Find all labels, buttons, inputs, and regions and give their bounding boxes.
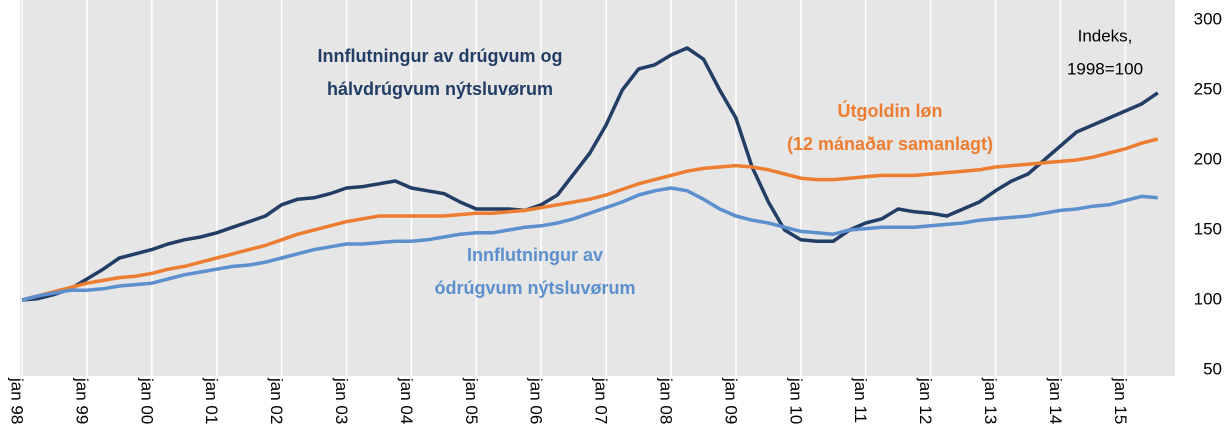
annotation: Innflutningur av	[467, 245, 603, 265]
x-tick-label: jan 05	[462, 377, 481, 424]
x-tick-label: jan 15	[1111, 377, 1130, 424]
x-tick-label: jan 02	[267, 377, 286, 424]
y-tick-label: 150	[1194, 219, 1222, 238]
x-tick-label: jan 00	[137, 377, 156, 424]
annotation: ódrúgvum nýtsluvørum	[434, 278, 635, 298]
x-tick-label: jan 07	[592, 377, 611, 424]
y-tick-label: 200	[1194, 149, 1222, 168]
x-tick-label: jan 13	[981, 377, 1000, 424]
x-tick-label: jan 98	[8, 377, 27, 424]
plot-area	[20, 0, 1175, 376]
x-tick-label: jan 10	[786, 377, 805, 424]
x-tick-label: jan 14	[1046, 377, 1065, 424]
x-tick-label: jan 08	[657, 377, 676, 424]
series-line	[21, 137, 1159, 302]
series-line	[21, 46, 1159, 302]
x-tick-label: jan 01	[202, 377, 221, 424]
annotation: Innflutningur av drúgvum og	[318, 46, 563, 66]
annotation: hálvdrúgvum nýtsluvørum	[327, 79, 553, 99]
x-tick-label: jan 99	[72, 377, 91, 424]
annotation: 1998=100	[1067, 59, 1143, 78]
x-tick-label: jan 04	[397, 377, 416, 424]
x-tick-label: jan 03	[332, 377, 351, 424]
x-tick-label: jan 12	[916, 377, 935, 424]
annotation: Indeks,	[1078, 26, 1133, 45]
x-tick-label: jan 09	[721, 377, 740, 424]
x-tick-label: jan 06	[527, 377, 546, 424]
series-line	[21, 186, 1158, 302]
annotation: Útgoldin løn	[838, 100, 943, 121]
y-tick-label: 300	[1194, 9, 1222, 28]
x-tick-label: jan 11	[851, 377, 870, 423]
annotation: (12 mánaðar samanlagt)	[787, 134, 993, 154]
y-tick-label: 100	[1194, 289, 1222, 308]
y-tick-label: 250	[1194, 79, 1222, 98]
y-tick-label: 50	[1203, 359, 1222, 378]
